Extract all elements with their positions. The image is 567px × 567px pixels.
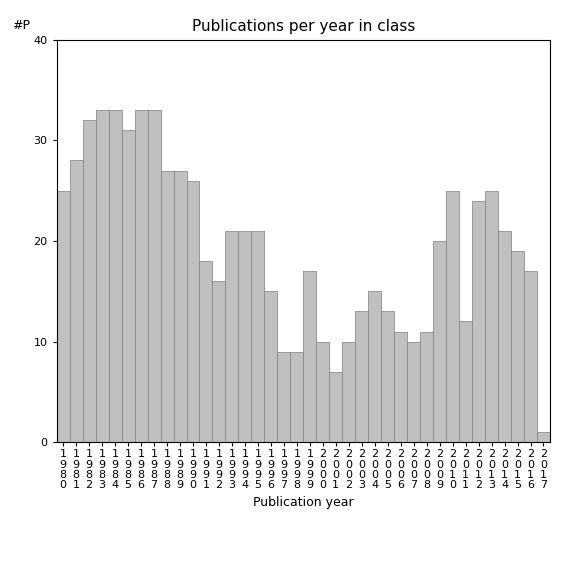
Bar — [121, 130, 134, 442]
Bar — [329, 372, 342, 442]
Bar — [83, 120, 96, 442]
X-axis label: Publication year: Publication year — [253, 496, 354, 509]
Bar — [187, 180, 200, 442]
Bar — [537, 432, 550, 442]
Text: #P: #P — [12, 19, 30, 32]
Title: Publications per year in class: Publications per year in class — [192, 19, 415, 35]
Bar — [446, 191, 459, 442]
Bar — [70, 160, 83, 442]
Bar — [96, 110, 109, 442]
Bar — [394, 332, 407, 442]
Bar — [472, 201, 485, 442]
Bar — [381, 311, 394, 442]
Bar — [147, 110, 160, 442]
Bar — [485, 191, 498, 442]
Bar — [57, 191, 70, 442]
Bar — [213, 281, 226, 442]
Bar — [239, 231, 251, 442]
Bar — [368, 291, 381, 442]
Bar — [316, 341, 329, 442]
Bar — [200, 261, 213, 442]
Bar — [459, 321, 472, 442]
Bar — [433, 241, 446, 442]
Bar — [226, 231, 239, 442]
Bar — [174, 171, 187, 442]
Bar — [160, 171, 174, 442]
Bar — [498, 231, 511, 442]
Bar — [511, 251, 524, 442]
Bar — [277, 352, 290, 442]
Bar — [303, 271, 316, 442]
Bar — [109, 110, 121, 442]
Bar — [356, 311, 368, 442]
Bar — [251, 231, 264, 442]
Bar — [420, 332, 433, 442]
Bar — [264, 291, 277, 442]
Bar — [407, 341, 420, 442]
Bar — [290, 352, 303, 442]
Bar — [524, 271, 537, 442]
Bar — [342, 341, 356, 442]
Bar — [134, 110, 147, 442]
